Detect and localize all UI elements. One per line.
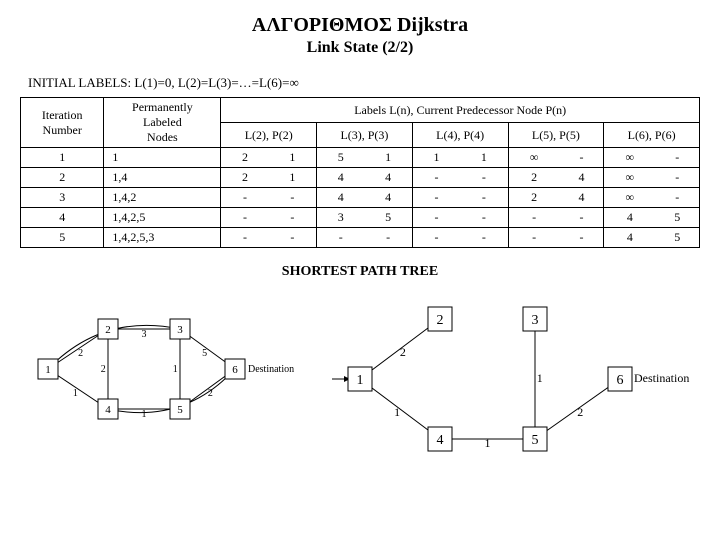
svg-text:3: 3 [142, 329, 147, 340]
svg-text:2: 2 [101, 364, 106, 375]
table-row: 51,4,2,5,3--------45 [21, 228, 700, 248]
shortest-path-tree-label: SHORTEST PATH TREE [20, 264, 700, 280]
svg-text:6: 6 [232, 364, 238, 376]
page-subtitle: Link State (2/2) [20, 39, 700, 57]
svg-text:3: 3 [532, 313, 539, 328]
initial-labels: INITIAL LABELS: L(1)=0, L(2)=L(3)=…=L(6)… [28, 75, 700, 91]
svg-text:5: 5 [177, 404, 183, 416]
svg-text:6: 6 [617, 373, 624, 388]
table-row: 31,4,2--44--24∞- [21, 188, 700, 208]
table-row: 21,42144--24∞- [21, 168, 700, 188]
svg-text:2: 2 [400, 345, 406, 359]
full-graph-diagram: 251321512123456SourceDestination [20, 284, 310, 469]
svg-text:2: 2 [105, 324, 111, 336]
svg-text:1: 1 [485, 436, 491, 450]
table-body: 11215111∞-∞-21,42144--24∞-31,4,2--44--24… [21, 148, 700, 248]
page-title: ΑΛΓΟΡΙΘΜΟΣ Dijkstra [20, 14, 700, 37]
iteration-table: IterationNumberPermanentlyLabeledNodesLa… [20, 97, 700, 248]
svg-text:2: 2 [78, 348, 83, 359]
tree-graph-diagram: 2 1 1 1 2 1 2 3 4 5 6 Destination [320, 284, 700, 469]
svg-text:4: 4 [105, 404, 111, 416]
svg-text:1: 1 [394, 405, 400, 419]
table-head: IterationNumberPermanentlyLabeledNodesLa… [21, 98, 700, 148]
svg-text:5: 5 [532, 433, 539, 448]
svg-text:Destination: Destination [634, 371, 689, 385]
svg-text:1: 1 [537, 371, 543, 385]
svg-text:4: 4 [437, 433, 444, 448]
svg-text:1: 1 [357, 373, 364, 388]
svg-text:2: 2 [577, 405, 583, 419]
svg-text:5: 5 [202, 348, 207, 359]
svg-text:1: 1 [73, 388, 78, 399]
svg-text:1: 1 [45, 364, 51, 376]
svg-text:Destination: Destination [248, 364, 294, 375]
svg-text:1: 1 [142, 409, 147, 420]
table-row: 11215111∞-∞- [21, 148, 700, 168]
svg-text:2: 2 [437, 313, 444, 328]
svg-text:3: 3 [177, 324, 183, 336]
table-row: 41,4,2,5--35----45 [21, 208, 700, 228]
svg-text:1: 1 [173, 364, 178, 375]
